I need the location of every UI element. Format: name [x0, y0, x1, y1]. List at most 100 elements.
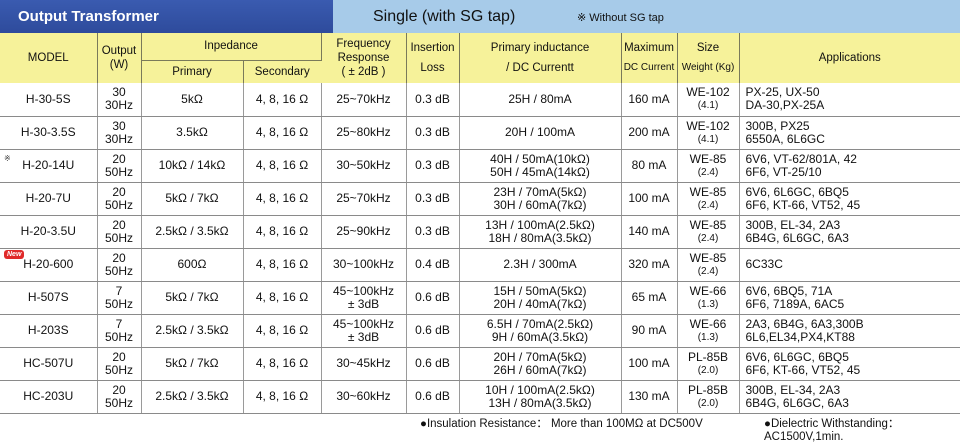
secondary-cell: 4, 8, 16 Ω — [243, 182, 322, 216]
secondary-cell: 4, 8, 16 Ω — [243, 347, 322, 381]
frequency-cell: 25~90kHz — [321, 215, 407, 249]
col-frequency: Frequency Response( ± 2dB ) — [321, 33, 407, 83]
dc-cell: 100 mA — [621, 347, 678, 381]
col-impedance: Inpedance — [141, 33, 322, 61]
model-cell: HC-203U — [0, 380, 98, 414]
loss-cell: 0.3 dB — [406, 83, 460, 117]
table-row: HC-203U 20 50Hz 2.5kΩ / 3.5kΩ 4, 8, 16 Ω 30~6… — [0, 380, 960, 414]
inductance-cell: 15H / 50mA(5kΩ) 20H / 40mA(7kΩ) — [459, 281, 622, 315]
applications-cell: 6V6, 6BQ5, 71A 6F6, 7189A, 6AC5 — [739, 281, 960, 315]
output-cell: 7 50Hz — [97, 281, 142, 315]
primary-cell: 2.5kΩ / 3.5kΩ — [141, 380, 244, 414]
table-row: H-30-5S 30 30Hz 5kΩ 4, 8, 16 Ω 25~70kHz 0.3 dB… — [0, 83, 960, 117]
section-subtitle: Single (with SG tap) — [373, 7, 516, 25]
applications-cell: 300B, PX25 6550A, 6L6GC — [739, 116, 960, 150]
model-name: H-30-5S — [25, 91, 71, 106]
footer-notes: ●Insulation Resistance： More than 100MΩ … — [0, 412, 960, 443]
inductance-cell: 6.5H / 70mA(2.5kΩ) 9H / 60mA(3.5kΩ) — [459, 314, 622, 348]
model-cell: H-30-5S — [0, 83, 98, 117]
header-row: MODEL Output (W) Inpedance Frequency Respo… — [0, 33, 960, 83]
primary-cell: 3.5kΩ — [141, 116, 244, 150]
subtitle-bar: Single (with SG tap) ※ Without SG tap — [333, 0, 960, 33]
model-cell: New H-20-600 — [0, 248, 98, 282]
frequency-cell: 45~100kHz ± 3dB — [321, 281, 407, 315]
size-cell: WE-85 (2.4) — [677, 149, 740, 183]
model-cell: H-20-7U — [0, 182, 98, 216]
frequency-cell: 30~100kHz — [321, 248, 407, 282]
loss-cell: 0.6 dB — [406, 347, 460, 381]
inductance-cell: 40H / 50mA(10kΩ) 50H / 45mA(14kΩ) — [459, 149, 622, 183]
primary-cell: 5kΩ / 7kΩ — [141, 182, 244, 216]
primary-cell: 600Ω — [141, 248, 244, 282]
dc-cell: 140 mA — [621, 215, 678, 249]
secondary-cell: 4, 8, 16 Ω — [243, 248, 322, 282]
loss-cell: 0.6 dB — [406, 281, 460, 315]
dc-cell: 100 mA — [621, 182, 678, 216]
inductance-cell: 25H / 80mA — [459, 83, 622, 117]
applications-cell: 2A3, 6B4G, 6A3,300B 6L6,EL34,PX4,KT88 — [739, 314, 960, 348]
insulation-note: ●Insulation Resistance： More than 100MΩ … — [420, 418, 703, 430]
loss-cell: 0.3 dB — [406, 215, 460, 249]
table-row: H-507S 7 50Hz 5kΩ / 7kΩ 4, 8, 16 Ω 45~100kHz ±… — [0, 281, 960, 315]
primary-cell: 10kΩ / 14kΩ — [141, 149, 244, 183]
size-cell: PL-85B (2.0) — [677, 380, 740, 414]
secondary-cell: 4, 8, 16 Ω — [243, 314, 322, 348]
dc-cell: 320 mA — [621, 248, 678, 282]
size-cell: WE-85 (2.4) — [677, 248, 740, 282]
frequency-cell: 45~100kHz ± 3dB — [321, 314, 407, 348]
output-cell: 20 50Hz — [97, 248, 142, 282]
model-cell: H-507S — [0, 281, 98, 315]
col-output: Output (W) — [97, 33, 142, 83]
output-cell: 20 50Hz — [97, 215, 142, 249]
col-insertion-loss: Insertion Loss — [406, 33, 460, 83]
inductance-cell: 23H / 70mA(5kΩ) 30H / 60mA(7kΩ) — [459, 182, 622, 216]
col-secondary: Secondary — [243, 60, 321, 83]
table-body: H-30-5S 30 30Hz 5kΩ 4, 8, 16 Ω 25~70kHz 0.3 dB… — [0, 83, 960, 414]
col-model: MODEL — [0, 33, 98, 83]
model-name: HC-203U — [23, 389, 74, 403]
new-badge: New — [4, 249, 25, 259]
dc-cell: 130 mA — [621, 380, 678, 414]
frequency-cell: 25~70kHz — [321, 83, 407, 117]
applications-cell: 6V6, 6L6GC, 6BQ5 6F6, KT-66, VT52, 45 — [739, 182, 960, 216]
model-cell: H-20-3.5U — [0, 215, 98, 249]
table-row: H-30-3.5S 30 30Hz 3.5kΩ 4, 8, 16 Ω 25~80kHz 0.… — [0, 116, 960, 150]
loss-cell: 0.6 dB — [406, 314, 460, 348]
frequency-cell: 30~60kHz — [321, 380, 407, 414]
output-cell: 20 50Hz — [97, 347, 142, 381]
output-cell: 20 50Hz — [97, 149, 142, 183]
col-applications: Applications — [739, 33, 960, 83]
loss-cell: 0.3 dB — [406, 182, 460, 216]
applications-cell: 6C33C — [739, 248, 960, 282]
table-row: H-203S 7 50Hz 2.5kΩ / 3.5kΩ 4, 8, 16 Ω 45~100… — [0, 314, 960, 348]
table-row: HC-507U 20 50Hz 5kΩ / 7kΩ 4, 8, 16 Ω 30~45kHz… — [0, 347, 960, 381]
secondary-cell: 4, 8, 16 Ω — [243, 149, 322, 183]
applications-cell: 300B, EL-34, 2A3 6B4G, 6L6GC, 6A3 — [739, 380, 960, 414]
secondary-cell: 4, 8, 16 Ω — [243, 83, 322, 117]
primary-cell: 5kΩ — [141, 83, 244, 117]
primary-cell: 2.5kΩ / 3.5kΩ — [141, 314, 244, 348]
size-cell: WE-102 (4.1) — [677, 116, 740, 150]
table-row: ※ H-20-14U 20 50Hz 10kΩ / 14kΩ 4, 8, 16 Ω 30~5… — [0, 149, 960, 183]
frequency-cell: 30~45kHz — [321, 347, 407, 381]
dc-cell: 80 mA — [621, 149, 678, 183]
applications-cell: PX-25, UX-50 DA-30,PX-25A — [739, 83, 960, 117]
secondary-cell: 4, 8, 16 Ω — [243, 380, 322, 414]
model-name: H-20-7U — [25, 191, 71, 205]
output-cell: 30 30Hz — [97, 116, 142, 150]
model-name: H-20-14U — [22, 158, 75, 172]
col-inductance: Primary inductance / DC Currentt — [459, 33, 622, 83]
loss-cell: 0.6 dB — [406, 380, 460, 414]
col-primary: Primary — [141, 60, 244, 83]
size-cell: WE-66 (1.3) — [677, 314, 740, 348]
inductance-cell: 13H / 100mA(2.5kΩ) 18H / 80mA(3.5kΩ) — [459, 215, 622, 249]
inductance-cell: 10H / 100mA(2.5kΩ) 13H / 80mA(3.5kΩ) — [459, 380, 622, 414]
loss-cell: 0.3 dB — [406, 116, 460, 150]
secondary-cell: 4, 8, 16 Ω — [243, 281, 322, 315]
output-cell: 30 30Hz — [97, 83, 142, 117]
dc-cell: 90 mA — [621, 314, 678, 348]
secondary-cell: 4, 8, 16 Ω — [243, 215, 322, 249]
output-cell: 20 50Hz — [97, 380, 142, 414]
model-name: H-20-600 — [23, 257, 74, 271]
model-cell: H-203S — [0, 314, 98, 348]
